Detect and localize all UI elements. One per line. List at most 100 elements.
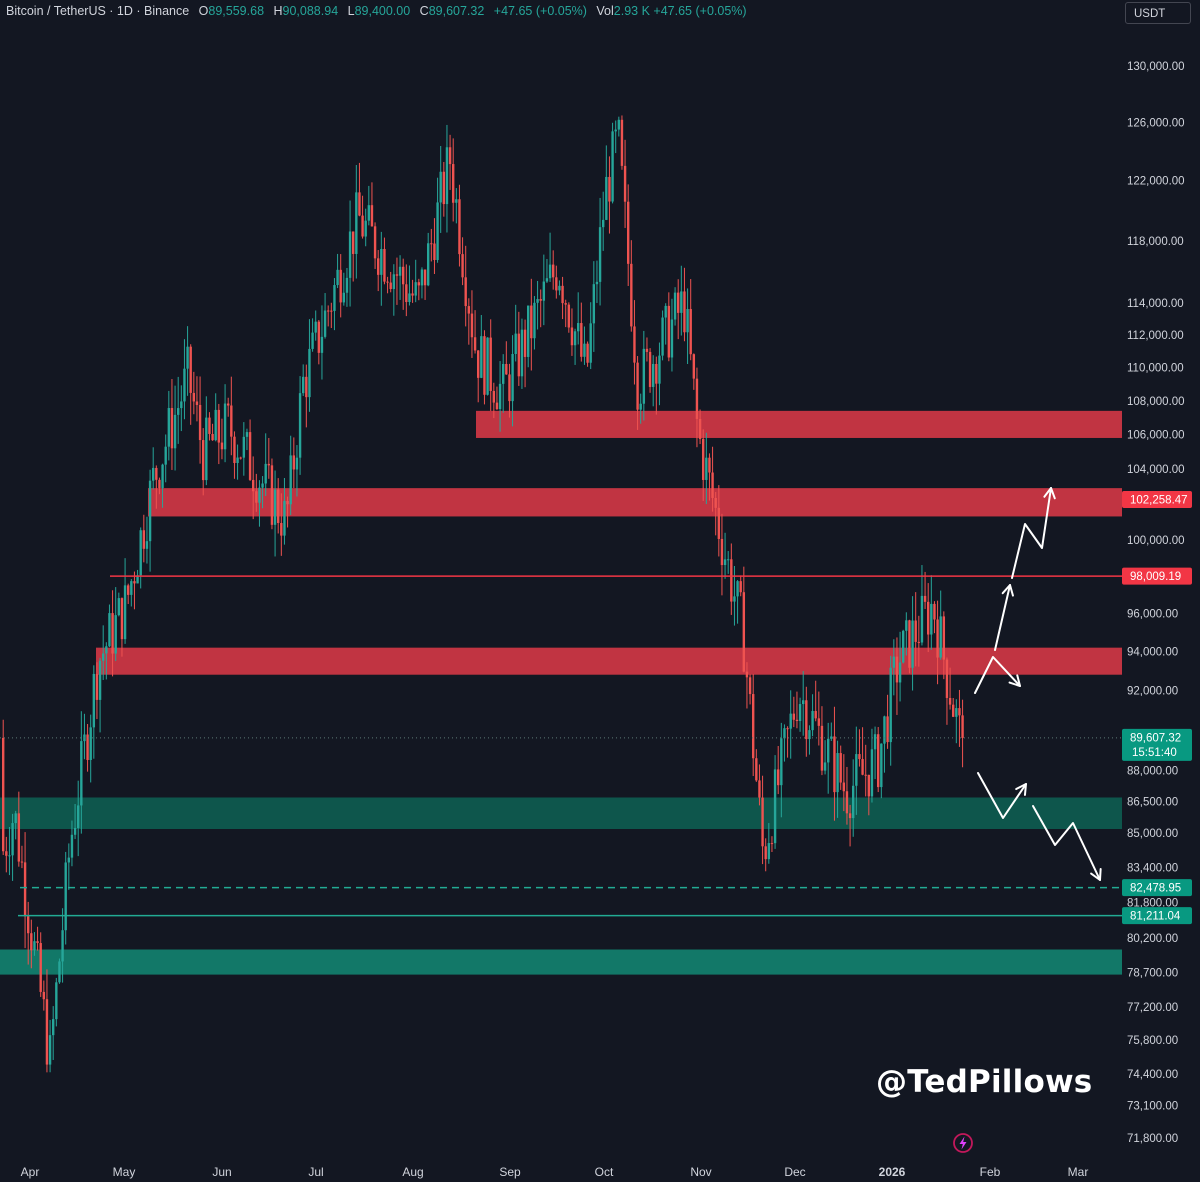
- candle-body: [45, 999, 49, 1065]
- chart-header: Bitcoin / TetherUS · 1D · Binance O89,55…: [6, 4, 747, 18]
- candle-body: [533, 302, 536, 339]
- candle-body: [855, 754, 858, 786]
- candle-body: [655, 363, 658, 384]
- candle-body: [239, 457, 242, 459]
- candle-body: [827, 738, 830, 763]
- candle-body: [736, 581, 739, 597]
- candle-body: [167, 408, 171, 447]
- candle-body: [405, 284, 408, 303]
- candle-body: [52, 1019, 55, 1036]
- candle-body: [227, 403, 230, 406]
- candle-body: [198, 404, 202, 441]
- candle-body: [348, 231, 352, 278]
- candle-body: [367, 205, 371, 221]
- candle-body: [727, 559, 730, 561]
- y-tick-label: 126,000.00: [1127, 117, 1185, 129]
- candle-body: [552, 264, 555, 278]
- y-tick-label: 81,800.00: [1127, 898, 1178, 910]
- y-tick-label: 94,000.00: [1127, 647, 1178, 659]
- candle-body: [580, 323, 583, 357]
- candle-body: [586, 343, 589, 363]
- candle-body: [698, 418, 702, 439]
- bolt-circle-icon[interactable]: [952, 1132, 974, 1154]
- candle-body: [305, 376, 308, 398]
- candle-body: [561, 285, 564, 304]
- projection-arrows: [974, 487, 1102, 881]
- y-tick-label: 73,100.00: [1127, 1101, 1178, 1113]
- candle-body: [802, 700, 805, 705]
- volume-label: Vol: [596, 4, 614, 18]
- y-tick-label: 92,000.00: [1127, 685, 1178, 697]
- x-tick-label: Sep: [499, 1165, 521, 1179]
- candle-body: [20, 861, 24, 863]
- plot-area[interactable]: [0, 115, 1122, 1073]
- candle-body: [845, 791, 849, 814]
- candle-body: [289, 455, 292, 505]
- candle-body: [452, 164, 455, 203]
- candle-body: [852, 785, 855, 819]
- candle-body: [123, 585, 127, 640]
- high-label: H: [273, 4, 283, 18]
- candle-body: [642, 348, 646, 404]
- candle-body: [683, 291, 686, 333]
- price-badge: [1122, 879, 1192, 897]
- symbol-title[interactable]: Bitcoin / TetherUS · 1D · Binance: [6, 4, 190, 18]
- candle-body: [595, 281, 599, 285]
- candle-body: [277, 489, 280, 524]
- candle-body: [592, 284, 596, 324]
- candle-body: [514, 333, 517, 354]
- candle-body: [473, 337, 477, 351]
- candle-body: [202, 440, 205, 481]
- candle-body: [792, 713, 796, 720]
- candle-body: [5, 851, 8, 856]
- candle-body: [870, 749, 874, 797]
- candle-body: [898, 662, 902, 683]
- candle-body: [636, 362, 639, 410]
- candle-body: [164, 446, 167, 465]
- candle-body: [361, 215, 364, 237]
- candle-body: [805, 700, 808, 740]
- candle-body: [614, 129, 617, 132]
- candle-body: [661, 317, 664, 356]
- candle-body: [145, 541, 149, 549]
- candle-body: [411, 293, 414, 296]
- candle-body: [80, 741, 83, 806]
- open-label: O: [198, 4, 209, 18]
- candle-body: [892, 656, 896, 668]
- candle-body: [711, 472, 714, 498]
- price-badge-label: 102,258.47: [1130, 494, 1188, 506]
- candle-body: [720, 538, 724, 566]
- candle-body: [117, 598, 121, 616]
- y-tick-label: 78,700.00: [1127, 967, 1178, 979]
- candle-body: [386, 281, 389, 283]
- candle-body: [330, 310, 333, 312]
- low-label: L: [347, 4, 355, 18]
- candle-body: [223, 403, 227, 450]
- candle-body: [27, 916, 30, 934]
- candle-body: [798, 704, 802, 722]
- y-tick-label: 122,000.00: [1127, 176, 1185, 188]
- x-tick-label: Nov: [690, 1165, 711, 1179]
- candle-body: [352, 231, 355, 254]
- candle-body: [436, 202, 439, 261]
- candle-body: [958, 708, 961, 716]
- candle-body: [680, 291, 683, 313]
- candle-body: [339, 269, 342, 303]
- currency-button[interactable]: USDT: [1125, 2, 1191, 24]
- candle-body: [917, 641, 921, 643]
- candle-body: [292, 455, 296, 470]
- time-axis[interactable]: Apr May Jun Jul Aug Sep Oct Nov Dec 2026 Feb Mar: [21, 1165, 1089, 1179]
- candle-body: [108, 613, 111, 647]
- price-axis[interactable]: 130,000.00 126,000.00 122,000.00 118,000.00…: [1122, 61, 1192, 1145]
- x-tick-label: Feb: [980, 1165, 1001, 1179]
- candle-body: [702, 438, 705, 480]
- candle-body: [858, 754, 861, 760]
- price-badge-label: 82,478.95: [1130, 883, 1181, 895]
- candle-body: [480, 336, 483, 378]
- candle-body: [961, 715, 964, 738]
- candle-body: [155, 467, 158, 480]
- volume-change: +47.65 (+0.05%): [653, 4, 747, 18]
- candle-body: [61, 930, 64, 962]
- candle-body: [873, 734, 877, 750]
